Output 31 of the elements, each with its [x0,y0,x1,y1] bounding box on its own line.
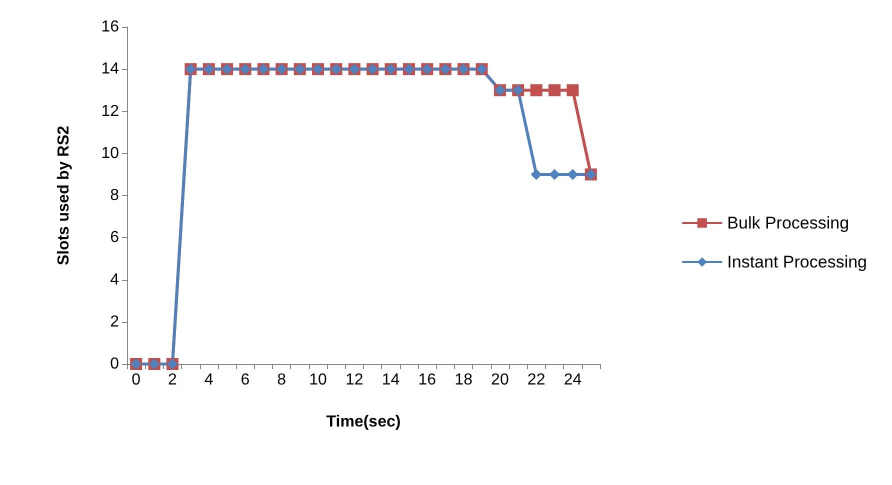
x-tick-label: 0 [132,372,141,388]
y-tick-label: 4 [110,271,120,288]
y-axis-title: Slots used by RS2 [56,126,72,266]
y-tick-label: 14 [101,60,120,78]
y-tick-label: 8 [110,187,120,204]
point [530,84,542,96]
point [566,84,579,96]
point [567,168,578,180]
x-tick-label: 6 [240,372,250,388]
x-tick-label: 12 [346,372,364,388]
y-tick-label: 0 [110,356,120,372]
x-tick-label: 20 [491,372,509,388]
y-tick-label: 16 [101,18,120,36]
x-tick-label: 2 [168,372,178,388]
x-tick-label: 22 [527,372,546,388]
legend-label: Instant Processing [727,252,868,272]
y-tick-label: 2 [110,313,120,330]
x-tick-label: 24 [564,372,582,388]
y-tick-label: 6 [110,229,120,246]
x-tick-label: 18 [454,372,473,388]
point [548,84,561,96]
x-tick-label: 4 [204,372,214,388]
x-axis-title: Time(sec) [326,414,401,430]
x-tick-label: 10 [309,372,328,388]
x-tick-label: 14 [382,372,400,388]
x-tick-label: 8 [277,372,286,388]
y-tick-label: 10 [101,144,120,162]
x-tick-label: 16 [418,372,436,388]
y-tick-label: 12 [101,102,120,120]
point [530,168,542,180]
legend-label: Bulk Processing [727,214,850,232]
